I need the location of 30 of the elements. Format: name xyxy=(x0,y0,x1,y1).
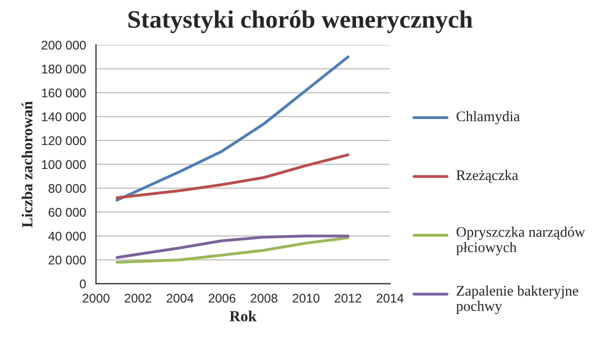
legend-label: Opryszczka narządów płciowych xyxy=(456,226,586,256)
legend-label: Zapalenie bakteryjne pochwy xyxy=(456,285,578,314)
y-tick-label: 140 000 xyxy=(42,112,86,122)
y-tick-label: 200 000 xyxy=(42,40,86,50)
x-tick-label: 2012 xyxy=(334,294,362,303)
line-series xyxy=(116,56,350,202)
legend-label: Chlamydia xyxy=(456,111,520,124)
legend-label: Rzeżączka xyxy=(456,170,518,183)
x-tick-label: 2014 xyxy=(376,294,404,303)
y-tick-label: 40 000 xyxy=(48,232,86,241)
chart-title: Statystyki chorób wenerycznych xyxy=(128,10,473,34)
x-tick-label: 2006 xyxy=(208,294,236,303)
line-series xyxy=(116,236,350,264)
x-tick-label: 2002 xyxy=(124,294,152,303)
x-axis-title: Rok xyxy=(230,310,257,322)
y-tick-label: 160 000 xyxy=(42,88,86,98)
x-tick-label: 2000 xyxy=(82,294,110,303)
x-tick-label: 2010 xyxy=(292,294,320,303)
line-series xyxy=(116,234,350,259)
x-tick-label: 2008 xyxy=(250,294,278,303)
y-axis-title: Liczba zachorowań xyxy=(22,101,32,228)
y-tick-label: 60 000 xyxy=(48,208,86,217)
y-tick-label: 80 000 xyxy=(48,184,86,193)
y-tick-label: 180 000 xyxy=(42,64,86,74)
line-series xyxy=(116,153,350,200)
y-tick-label: 20 000 xyxy=(48,256,86,264)
y-tick-label: 120 000 xyxy=(42,136,86,146)
y-tick-label: 0 xyxy=(80,280,86,288)
x-tick-label: 2004 xyxy=(166,294,194,303)
y-tick-label: 100 000 xyxy=(42,160,86,169)
